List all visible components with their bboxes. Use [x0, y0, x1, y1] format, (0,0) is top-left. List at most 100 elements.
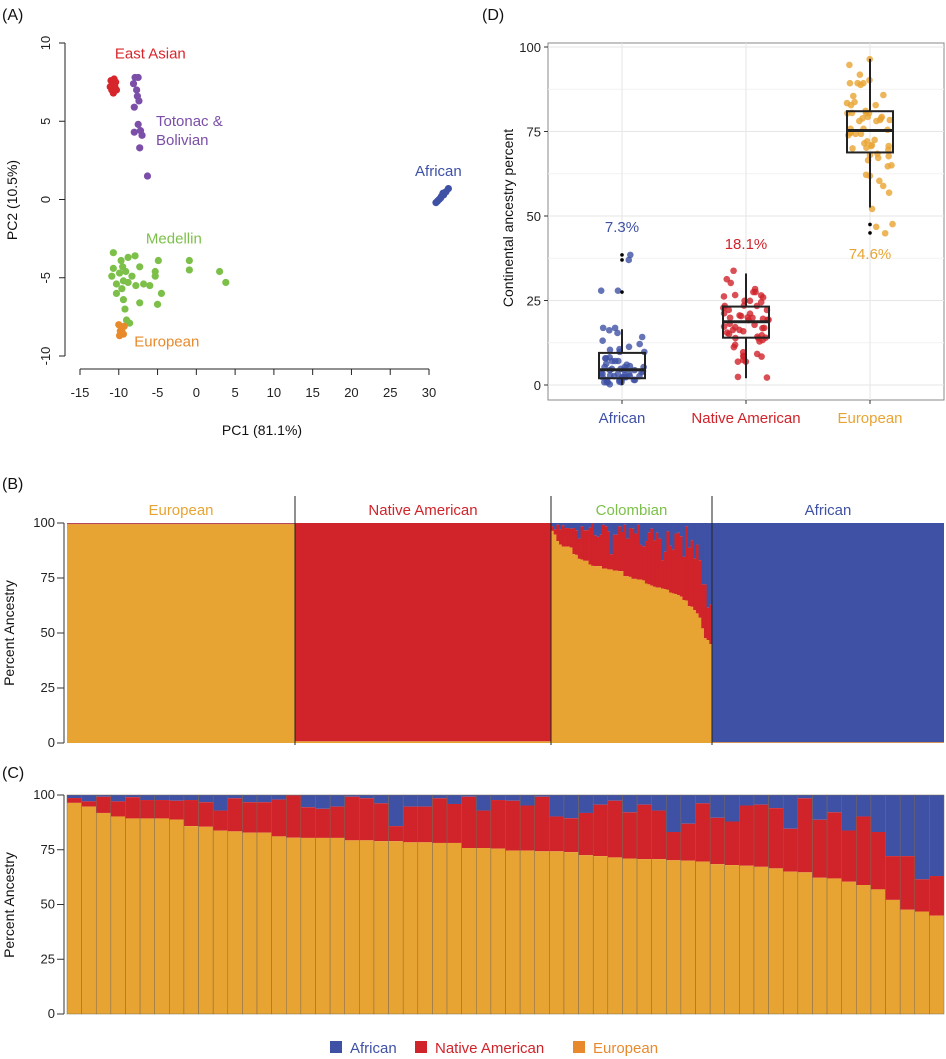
jitter-point	[625, 343, 633, 351]
bar-african	[698, 523, 702, 561]
bar-african	[610, 523, 614, 555]
jitter-point	[871, 136, 878, 144]
bar-european	[677, 595, 681, 743]
bar-european	[623, 576, 627, 743]
bar-native-american	[695, 803, 711, 862]
scatter-point-medellin	[112, 289, 121, 297]
jitter-point	[606, 346, 614, 354]
bar-native-american	[623, 524, 627, 577]
bar-european	[578, 855, 594, 1014]
jitter-point	[603, 378, 611, 386]
bar-native-american	[596, 536, 600, 567]
bar-european	[797, 872, 813, 1014]
jitter-point	[857, 81, 864, 89]
bar-european	[569, 547, 573, 743]
bar-outline	[929, 794, 945, 1015]
y-tick-label: 0	[48, 1006, 55, 1021]
y-tick-label: 5	[38, 118, 53, 125]
bar-native-american	[330, 806, 345, 838]
bar-native-american	[607, 800, 623, 858]
bar-african	[601, 523, 606, 525]
bar-native-american	[227, 798, 243, 832]
bar-native-american	[768, 808, 784, 869]
bar-african	[330, 795, 345, 807]
jitter-point	[731, 323, 739, 331]
bar-native-american	[701, 584, 705, 629]
bar-european	[622, 858, 638, 1014]
bar-native-american	[647, 532, 651, 585]
bar-african	[110, 795, 126, 802]
jitter-point	[873, 117, 880, 125]
bar-european	[563, 852, 579, 1014]
x-tick-label: African	[599, 410, 646, 427]
scatter-point-totonac-bolivian	[134, 73, 142, 82]
bar-european	[663, 589, 667, 743]
bar-native-american	[551, 526, 555, 531]
jitter-point	[753, 350, 761, 358]
bar-european	[634, 578, 638, 743]
bar-native-american	[96, 796, 111, 813]
jitter-point	[846, 61, 853, 69]
bar-african	[403, 795, 418, 807]
bar-native-american	[674, 533, 678, 595]
jitter-point	[849, 145, 856, 152]
bar-european	[591, 565, 595, 743]
scatter-point-medellin	[121, 305, 129, 313]
scatter-point-medellin	[185, 266, 193, 274]
jitter-point	[599, 337, 606, 345]
scatter-point-totonac-bolivian	[136, 144, 144, 152]
bar-native-american	[110, 801, 126, 817]
jitter-point	[723, 329, 731, 336]
bar-european	[900, 909, 915, 1014]
bar-european	[693, 610, 697, 743]
jitter-point	[731, 291, 739, 299]
bar-european	[626, 576, 630, 743]
bar-native-american	[593, 535, 598, 567]
bar-european	[768, 868, 784, 1014]
bar-european	[447, 842, 462, 1014]
bar-african	[706, 523, 710, 608]
bar-native-american	[67, 798, 82, 803]
bar-european	[257, 832, 272, 1014]
bar-european	[703, 638, 708, 743]
panel-b-ylabel: Percent Ancestry	[1, 580, 17, 686]
bar-european	[870, 889, 886, 1014]
bar-european	[604, 568, 608, 743]
scatter-point-medellin	[132, 281, 140, 290]
bar-european	[476, 847, 491, 1014]
bar-african	[623, 523, 627, 525]
bar-native-american	[885, 856, 901, 900]
group-label: Native American	[368, 502, 477, 519]
jitter-point	[881, 229, 889, 237]
scatter-point-east-asian	[108, 81, 116, 89]
jitter-point	[605, 326, 613, 334]
bar-african	[432, 795, 448, 799]
jitter-point	[638, 333, 646, 341]
jitter-point	[856, 117, 863, 125]
bar-native-american	[663, 551, 667, 589]
bar-european	[556, 541, 560, 743]
bar-native-american	[593, 804, 608, 857]
bar-european	[674, 594, 678, 743]
panel-a-xlabel: PC1 (81.1%)	[222, 422, 302, 438]
bar-european	[286, 837, 301, 1014]
bar-native-american	[685, 526, 689, 601]
jitter-point	[886, 116, 894, 124]
bar-african	[628, 523, 632, 529]
bar-native-american	[900, 856, 915, 910]
bar-native-american	[575, 530, 579, 555]
bar-african	[553, 523, 557, 530]
bar-native-american	[81, 801, 97, 807]
scatter-point-african	[439, 189, 447, 197]
scatter-point-medellin	[131, 252, 139, 260]
bar-european	[679, 596, 683, 743]
outlier-point	[868, 231, 872, 235]
bar-native-american	[520, 805, 535, 851]
bar-european	[213, 830, 228, 1014]
jitter-point	[627, 251, 634, 259]
bar-native-american	[373, 803, 389, 842]
bar-african	[198, 795, 214, 803]
scatter-point-totonac-bolivian	[130, 103, 138, 111]
bar-native-american	[359, 798, 374, 841]
bar-european	[561, 546, 565, 743]
